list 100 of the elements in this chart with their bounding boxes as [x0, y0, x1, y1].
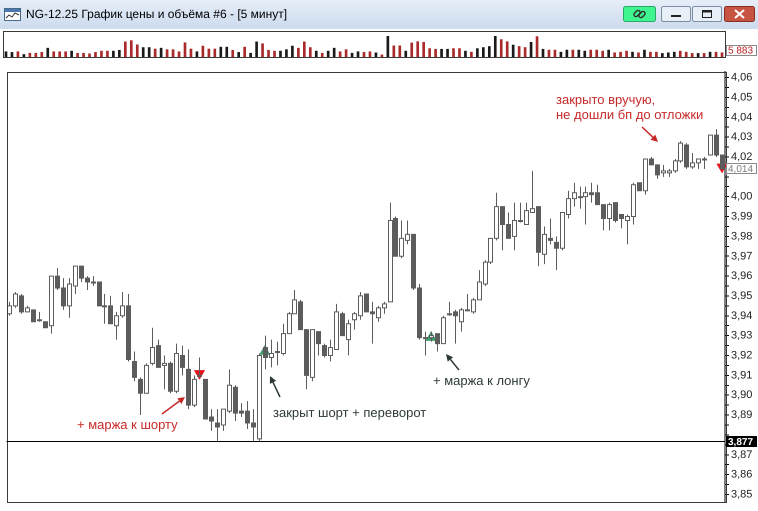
bar [249, 52, 252, 57]
bar [637, 52, 640, 57]
bar [619, 52, 622, 57]
bar [320, 52, 324, 57]
bar [488, 46, 491, 57]
bar [208, 48, 210, 57]
bar [506, 41, 509, 57]
bar [554, 50, 556, 57]
bar [118, 50, 121, 57]
bar [154, 48, 156, 57]
bar [22, 54, 26, 57]
bar [94, 52, 97, 57]
bar [560, 52, 562, 57]
y-tick-label: 3,89 [731, 409, 752, 422]
bar [297, 48, 300, 57]
y-tick-label: 3,98 [731, 230, 752, 242]
annotation: закрыто вручую, не дошли бп до отложки [556, 92, 704, 122]
bar [178, 51, 180, 57]
ref-line-label: 3,877 [728, 436, 754, 448]
bar [40, 52, 44, 57]
bar [422, 42, 425, 57]
y-tick-label: 3,95 [731, 290, 752, 302]
bar [416, 41, 420, 57]
bar [243, 46, 246, 57]
bar [100, 50, 103, 57]
bar [702, 53, 706, 57]
y-tick-label: 4,03 [731, 131, 752, 144]
bar [512, 44, 515, 57]
annotation: 4,014 [728, 164, 754, 176]
bar [368, 51, 372, 57]
bar [458, 48, 461, 57]
bar [374, 52, 378, 57]
bar [500, 39, 503, 57]
bar [536, 36, 538, 57]
bar [314, 50, 318, 57]
bar [714, 52, 718, 57]
bar [202, 46, 204, 57]
bar [631, 52, 634, 57]
annotation: + маржа к лонгу [433, 373, 530, 388]
y-tick-label: 3,93 [731, 330, 752, 342]
y-tick-label: 3,91 [731, 369, 752, 382]
bar [398, 46, 402, 57]
bar [470, 52, 473, 57]
y-tick-label: 3,96 [731, 270, 752, 282]
bar [237, 52, 240, 57]
bar [58, 51, 62, 57]
bar [601, 50, 604, 57]
bar [482, 47, 485, 57]
bar [446, 48, 449, 57]
bar [356, 51, 360, 57]
bar [88, 54, 91, 57]
bar [476, 48, 479, 57]
bar [308, 47, 312, 57]
bar [386, 36, 390, 57]
bar [225, 46, 228, 57]
bar [326, 50, 330, 57]
bar [76, 52, 79, 57]
y-tick-label: 3,85 [731, 488, 752, 500]
bar [440, 48, 443, 57]
bar [696, 53, 700, 57]
bar [46, 48, 50, 57]
y-tick-label: 3,92 [731, 350, 752, 362]
bar [231, 50, 234, 57]
bar [279, 50, 282, 57]
bar [494, 36, 497, 57]
bar [362, 52, 366, 57]
y-tick-label: 3,87 [731, 448, 752, 461]
y-tick-label: 3,86 [731, 468, 752, 481]
bar [332, 48, 336, 57]
bar [530, 42, 532, 57]
bar [64, 51, 67, 57]
annotation: + маржа к шорту [77, 417, 178, 432]
y-tick-label: 3,94 [731, 310, 752, 322]
bar [148, 47, 151, 57]
y-tick-label: 3,99 [731, 210, 752, 223]
bar [625, 50, 628, 57]
bar [666, 52, 670, 57]
y-tick-label: 4,00 [731, 190, 752, 203]
bar [524, 47, 526, 57]
bar [684, 52, 688, 57]
text: 5 883 [728, 45, 754, 56]
bar [720, 52, 724, 57]
bar [291, 46, 294, 57]
bar [28, 52, 32, 57]
y-tick-label: 4,06 [731, 72, 752, 84]
bar [649, 52, 652, 57]
bar [338, 51, 342, 57]
bar [643, 50, 646, 57]
bar [4, 51, 8, 57]
bar [82, 52, 85, 57]
bar [678, 50, 682, 57]
bar [261, 43, 264, 57]
bar [589, 50, 592, 57]
bar [566, 50, 568, 57]
bar [267, 50, 270, 57]
bar [672, 52, 676, 57]
bar [52, 51, 56, 57]
bar [548, 50, 550, 57]
bar [106, 50, 109, 57]
bar [255, 42, 258, 57]
